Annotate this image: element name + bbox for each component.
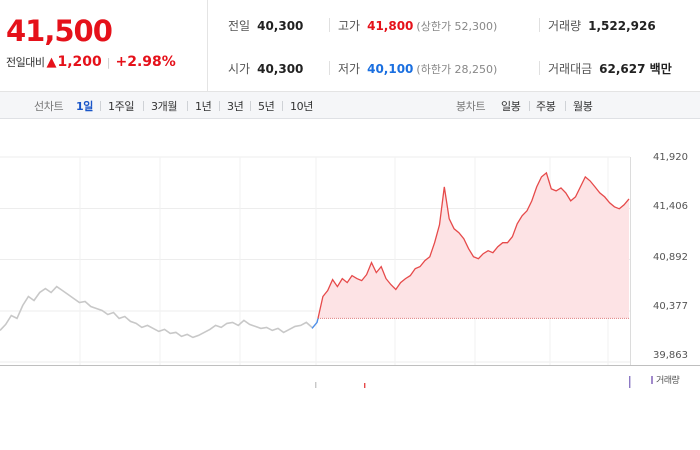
period-tab-1w[interactable]: 1주일 bbox=[108, 100, 135, 113]
stat-divider bbox=[329, 18, 330, 32]
y-tick-label: 41,406 bbox=[653, 201, 688, 212]
quote-stats: 전일 40,300 시가 40,300 고가 41,800 (상한가 52,300) 저… bbox=[209, 0, 700, 92]
high-stat: 고가 41,800 (상한가 52,300) bbox=[338, 17, 497, 34]
stat-divider bbox=[539, 18, 540, 32]
high-value: 41,800 bbox=[367, 19, 414, 33]
y-tick-label: 41,920 bbox=[653, 152, 688, 163]
toolbar-divider bbox=[100, 101, 101, 111]
volume-bars bbox=[315, 376, 631, 388]
y-tick-label: 39,863 bbox=[653, 350, 688, 361]
current-price-box: 41,500 전일대비 ▲ 1,200 | +2.98% bbox=[0, 0, 208, 92]
stat-divider bbox=[539, 61, 540, 75]
chart-axis bbox=[0, 157, 700, 366]
low-label: 저가 bbox=[338, 62, 361, 76]
prev-close-stat: 전일 40,300 bbox=[228, 17, 303, 34]
period-tab-3y[interactable]: 3년 bbox=[227, 100, 244, 113]
toolbar-divider bbox=[219, 101, 220, 111]
low-stat: 저가 40,100 (하한가 28,250) bbox=[338, 60, 497, 77]
upper-limit: (상한가 52,300) bbox=[416, 20, 498, 33]
change-divider: | bbox=[106, 56, 111, 69]
candle-tab-weekly[interactable]: 주봉 bbox=[536, 100, 556, 113]
prev-close-label: 전일 bbox=[228, 19, 251, 33]
candle-tab-daily[interactable]: 일봉 bbox=[501, 100, 521, 113]
price-chart-svg bbox=[0, 156, 700, 388]
current-price: 41,500 bbox=[6, 14, 113, 48]
volume-legend-label: 거래량 bbox=[656, 376, 680, 386]
candle-chart-label: 봉차트 bbox=[456, 100, 486, 113]
toolbar-divider bbox=[529, 101, 530, 111]
stock-quote-panel: 41,500 전일대비 ▲ 1,200 | +2.98% 전일 40,300 시가… bbox=[0, 0, 700, 92]
period-tab-1y[interactable]: 1년 bbox=[195, 100, 212, 113]
high-label: 고가 bbox=[338, 19, 361, 33]
intraday-price-chart[interactable]: 41,920 41,406 40,892 40,377 39,863 거래량 bbox=[0, 120, 700, 450]
period-tab-10y[interactable]: 10년 bbox=[290, 100, 313, 113]
today-price-area bbox=[318, 172, 629, 319]
chart-period-toolbar: 선차트 1일 1주일 3개월 1년 3년 5년 10년 봉차트 일봉 주봉 월봉 bbox=[0, 92, 700, 119]
change-value: 1,200 bbox=[57, 54, 102, 70]
prev-close-value: 40,300 bbox=[257, 19, 304, 33]
volume-value: 1,522,926 bbox=[588, 19, 656, 33]
line-chart-label: 선차트 bbox=[34, 100, 64, 113]
change-rate: +2.98% bbox=[115, 54, 176, 70]
toolbar-divider bbox=[187, 101, 188, 111]
previous-day-price-line bbox=[0, 285, 313, 339]
volume-legend-swatch bbox=[651, 376, 653, 384]
toolbar-divider bbox=[250, 101, 251, 111]
up-triangle-icon: ▲ bbox=[46, 55, 57, 70]
volume-label: 거래량 bbox=[548, 19, 582, 33]
volume-bar bbox=[364, 383, 366, 388]
volume-bar bbox=[629, 376, 631, 388]
period-tab-1d[interactable]: 1일 bbox=[76, 100, 93, 113]
trade-value-stat: 거래대금 62,627 백만 bbox=[548, 60, 672, 77]
y-tick-label: 40,377 bbox=[653, 301, 688, 312]
toolbar-divider bbox=[565, 101, 566, 111]
volume-bar bbox=[315, 382, 317, 388]
y-tick-label: 40,892 bbox=[653, 252, 688, 263]
change-label: 전일대비 bbox=[6, 56, 45, 69]
open-segment-line bbox=[311, 318, 319, 329]
open-label: 시가 bbox=[228, 62, 251, 76]
open-stat: 시가 40,300 bbox=[228, 60, 303, 77]
trade-value-label: 거래대금 bbox=[548, 62, 593, 76]
toolbar-divider bbox=[282, 101, 283, 111]
stat-divider bbox=[329, 61, 330, 75]
candle-tab-monthly[interactable]: 월봉 bbox=[573, 100, 593, 113]
price-change-row: 전일대비 ▲ 1,200 | +2.98% bbox=[6, 54, 176, 70]
volume-legend: 거래량 bbox=[651, 373, 680, 386]
today-price-line bbox=[317, 171, 630, 319]
low-value: 40,100 bbox=[367, 62, 414, 76]
lower-limit: (하한가 28,250) bbox=[416, 63, 498, 76]
period-tab-3m[interactable]: 3개월 bbox=[151, 100, 178, 113]
period-tab-5y[interactable]: 5년 bbox=[258, 100, 275, 113]
trade-value-value: 62,627 백만 bbox=[599, 62, 672, 76]
open-value: 40,300 bbox=[257, 62, 304, 76]
volume-stat: 거래량 1,522,926 bbox=[548, 17, 656, 34]
toolbar-divider bbox=[143, 101, 144, 111]
